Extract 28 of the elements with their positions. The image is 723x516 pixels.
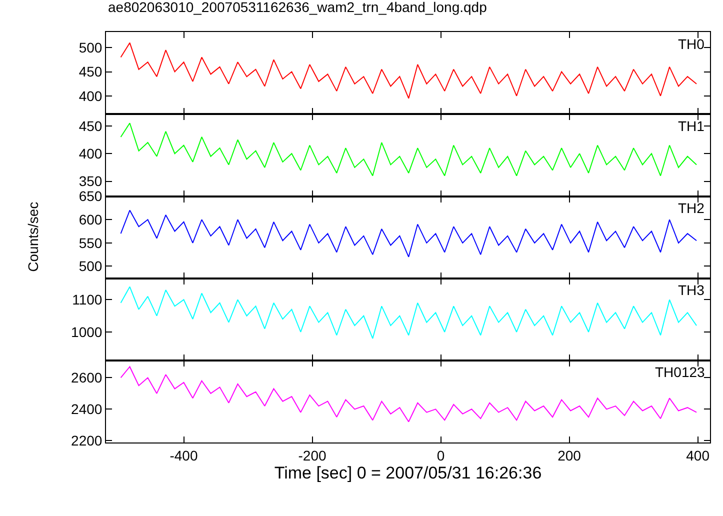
y-tick-label: 450 bbox=[78, 64, 102, 80]
x-tick-label: -400 bbox=[170, 447, 198, 464]
series-label: TH0 bbox=[678, 36, 705, 52]
y-tick-label: 600 bbox=[78, 212, 102, 228]
x-tick-label: 200 bbox=[558, 447, 582, 464]
series-label: TH0123 bbox=[655, 364, 706, 380]
x-axis-title: Time [sec] 0 = 2007/05/31 16:26:36 bbox=[274, 463, 542, 482]
y-tick-label: 2400 bbox=[71, 401, 102, 418]
y-tick-label: 550 bbox=[78, 234, 102, 251]
y-tick-label: 400 bbox=[78, 146, 102, 162]
y-tick-label: 500 bbox=[78, 258, 102, 274]
y-tick-label: 350 bbox=[78, 173, 102, 190]
y-tick-label: 450 bbox=[78, 118, 102, 134]
y-tick-label: 1100 bbox=[72, 292, 102, 308]
y-tick-label: 2600 bbox=[71, 370, 102, 386]
y-tick-label: 2200 bbox=[71, 432, 102, 449]
x-tick-label: 400 bbox=[686, 447, 710, 464]
x-tick-label: 0 bbox=[436, 447, 445, 464]
y-axis-title: Counts/sec bbox=[25, 202, 42, 272]
y-tick-label: 400 bbox=[78, 88, 102, 104]
x-tick-label: -200 bbox=[298, 447, 326, 464]
series-label: TH3 bbox=[678, 282, 705, 298]
series-label: TH2 bbox=[678, 200, 705, 216]
y-tick-label: 1000 bbox=[71, 324, 102, 340]
series-label: TH1 bbox=[678, 118, 705, 134]
y-tick-label: 500 bbox=[78, 40, 102, 56]
y-tick-label: 650 bbox=[78, 188, 102, 204]
chart-title: ae802063010_20070531162636_wam2_trn_4band_long.qdp bbox=[108, 0, 488, 15]
